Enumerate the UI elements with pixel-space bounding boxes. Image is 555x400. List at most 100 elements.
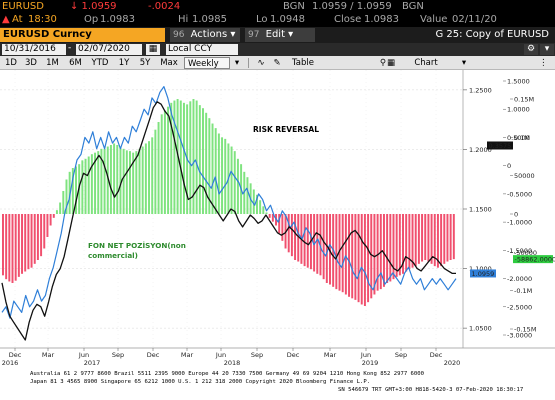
position-bar xyxy=(360,214,363,305)
period-1y-button[interactable]: 1Y xyxy=(118,58,130,68)
position-bar xyxy=(436,214,439,268)
position-bar xyxy=(21,214,24,274)
position-bar xyxy=(90,154,93,214)
position-bar xyxy=(208,118,211,214)
position-bar xyxy=(217,133,220,214)
x-axis-year-label: 2020 xyxy=(444,359,461,367)
draw-tool-icon[interactable]: ✎ xyxy=(273,58,281,68)
frequency-select[interactable]: Weekly xyxy=(184,57,230,69)
end-date-field[interactable]: 02/07/2020 xyxy=(76,44,142,55)
start-date-field[interactable]: 10/31/2016 xyxy=(2,44,66,55)
position-bar xyxy=(233,151,236,214)
position-bar xyxy=(46,214,49,237)
ticker-time-prefix: At xyxy=(12,14,23,25)
chart-content-button[interactable]: Chart Content xyxy=(409,58,443,80)
x-axis-month-label: Mar xyxy=(181,351,194,359)
frequency-dropdown-icon[interactable]: ▾ xyxy=(234,58,240,68)
actions-menu-button[interactable]: 96 Actions ▾ xyxy=(170,28,240,42)
x-axis-year-label: 2017 xyxy=(84,359,101,367)
calendar-icon[interactable]: ▦ xyxy=(146,44,160,55)
position-bar xyxy=(236,158,239,214)
period-3d-button[interactable]: 3D xyxy=(25,58,37,68)
period-ytd-button[interactable]: YTD xyxy=(91,58,109,68)
x-axis-month-label: Dec xyxy=(9,351,22,359)
table-button[interactable]: Table xyxy=(292,58,314,68)
position-bar xyxy=(357,214,360,303)
position-bar xyxy=(408,214,411,270)
position-bar xyxy=(43,214,46,249)
ticker-time: 18:30 xyxy=(28,14,57,25)
position-bar xyxy=(329,214,331,285)
right-axis-2-last-tag: -58862.0000 xyxy=(515,256,555,264)
position-bar xyxy=(389,214,392,282)
position-bar xyxy=(367,214,370,303)
footer-line-1: Australia 61 2 9777 8600 Brazil 5511 239… xyxy=(30,371,425,377)
more-options-icon[interactable]: ⋮ xyxy=(539,58,548,68)
date-separator: - xyxy=(68,43,72,53)
position-bar xyxy=(8,214,11,282)
right-axis-2-label: 0.15M xyxy=(514,96,534,104)
chart-content-icon[interactable]: ▦ xyxy=(387,58,396,68)
ticker-low: 1.0948 xyxy=(270,14,305,25)
security-name[interactable]: EURUSD Curncy xyxy=(0,28,165,42)
ticker-low-label: Lo xyxy=(256,14,268,25)
position-bar xyxy=(278,214,281,234)
position-bar xyxy=(202,108,204,214)
position-bar xyxy=(36,214,39,260)
fon-net-label-line1: FON NET POZİSYON(non xyxy=(88,241,186,250)
position-bar xyxy=(30,214,33,268)
position-bar xyxy=(306,214,309,268)
position-bar xyxy=(128,151,131,214)
position-bar xyxy=(59,202,62,214)
period-1m-button[interactable]: 1M xyxy=(46,58,59,68)
right-axis-1-label: -1.5000 xyxy=(507,247,532,255)
position-bar xyxy=(205,112,208,214)
zoom-icon[interactable]: ⚲ xyxy=(379,58,387,68)
gear-icon[interactable]: ⚙ xyxy=(524,44,538,55)
position-bar xyxy=(68,171,71,214)
right-axis-1-label: -2.5000 xyxy=(507,303,532,311)
right-axis-1-label: 0 xyxy=(507,162,511,170)
right-axis-2-label: 50000 xyxy=(514,172,535,180)
position-bar xyxy=(221,137,224,214)
footer-line-3: SN 546679 TRT GMT+3:00 H818-5420-3 07-Fe… xyxy=(338,387,524,393)
last-value-tags: 0.3575 -58862.0000 1.0959 xyxy=(470,141,555,278)
left-axis-label: 1.0500 xyxy=(469,325,492,333)
chart-content-dropdown-icon[interactable]: ▾ xyxy=(461,58,467,68)
right-axis-1: 1.5000 1.0000 0.5000 0 -0.5000 -1.0000 -1.5000… xyxy=(503,78,532,340)
currency-select[interactable]: Local CCY xyxy=(166,44,238,55)
ticker-open-label: Op xyxy=(84,14,99,25)
chart-title: G 25: Copy of EURUSD xyxy=(435,29,549,40)
position-bar xyxy=(52,214,55,218)
position-bar xyxy=(182,102,185,214)
position-bar xyxy=(395,214,398,277)
x-axis-month-label: Jun xyxy=(215,351,226,359)
right-axis-1-last-tag: 0.3575 xyxy=(489,142,512,150)
position-bar xyxy=(230,146,233,214)
period-1d-button[interactable]: 1D xyxy=(5,58,17,68)
position-bar xyxy=(214,128,217,214)
x-axis-year-label: 2018 xyxy=(224,359,241,367)
settings-arrow-icon[interactable]: ▾ xyxy=(540,44,554,55)
x-axis-year-label: 2016 xyxy=(2,359,19,367)
period-5y-button[interactable]: 5Y xyxy=(139,58,151,68)
line-chart-icon[interactable]: ∿ xyxy=(257,58,265,68)
right-axis-1-label: 1.0000 xyxy=(507,106,530,114)
risk-reversal-label: RISK REVERSAL xyxy=(253,125,319,134)
position-bar xyxy=(170,102,173,214)
ticker-close-label: Close xyxy=(334,14,362,25)
position-bar xyxy=(167,106,170,214)
position-bar xyxy=(316,214,319,274)
position-bar xyxy=(55,210,58,214)
right-axis-1-label: -1.0000 xyxy=(507,219,532,227)
position-bar xyxy=(173,100,176,214)
x-axis-month-label: Jun xyxy=(360,351,371,359)
period-6m-button[interactable]: 6M xyxy=(69,58,82,68)
edit-menu-button[interactable]: 97 Edit ▾ xyxy=(245,28,315,42)
x-axis-month-label: Mar xyxy=(42,351,55,359)
position-bar xyxy=(116,145,119,214)
position-bar xyxy=(411,214,414,268)
security-bar: EURUSD Curncy 96 Actions ▾ 97 Edit ▾ G 2… xyxy=(0,27,555,43)
period-max-button[interactable]: Max xyxy=(160,58,178,68)
right-axis-2-label: 0.1M xyxy=(514,134,530,142)
